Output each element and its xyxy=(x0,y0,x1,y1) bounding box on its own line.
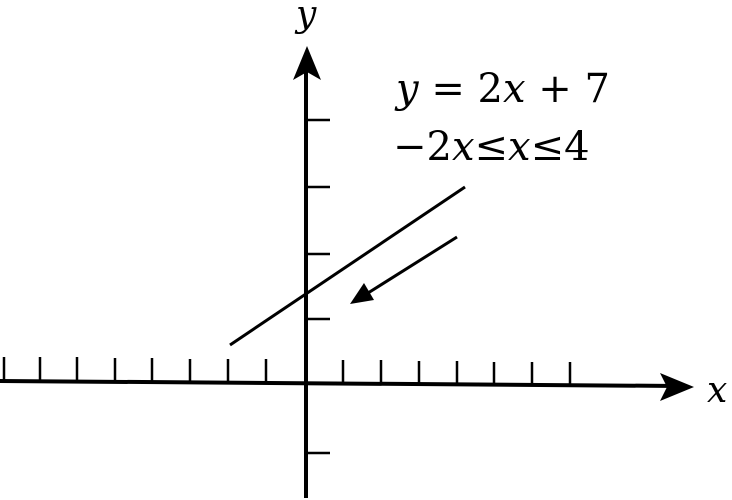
domain-part3: 4 xyxy=(564,124,589,170)
domain-var1: x xyxy=(452,124,475,170)
equation-lhs: y xyxy=(394,66,420,112)
pointer-arrow-shaft xyxy=(367,235,458,295)
y-axis-label: y xyxy=(294,0,317,35)
x-axis-ticks xyxy=(2,357,572,387)
domain-op1: ≤ xyxy=(475,124,509,170)
domain-part1: −2 xyxy=(393,124,452,170)
domain-var2: x xyxy=(508,124,531,170)
equation-rhs-var: x xyxy=(503,66,526,112)
equation-rhs-suffix: + 7 xyxy=(526,66,610,112)
domain-label: −2x≤x≤4 xyxy=(393,124,590,170)
pointer-arrowhead xyxy=(350,283,374,304)
domain-op2: ≤ xyxy=(531,124,565,170)
equation-label: y = 2x + 7 xyxy=(394,66,610,112)
y-axis-arrowhead xyxy=(293,46,321,80)
function-segment xyxy=(229,185,466,347)
x-axis-arrowhead xyxy=(660,373,694,401)
x-axis xyxy=(0,379,679,388)
x-axis-label: x xyxy=(707,370,727,411)
y-axis-ticks xyxy=(306,118,330,455)
equation-rhs-prefix: = 2 xyxy=(419,66,503,112)
